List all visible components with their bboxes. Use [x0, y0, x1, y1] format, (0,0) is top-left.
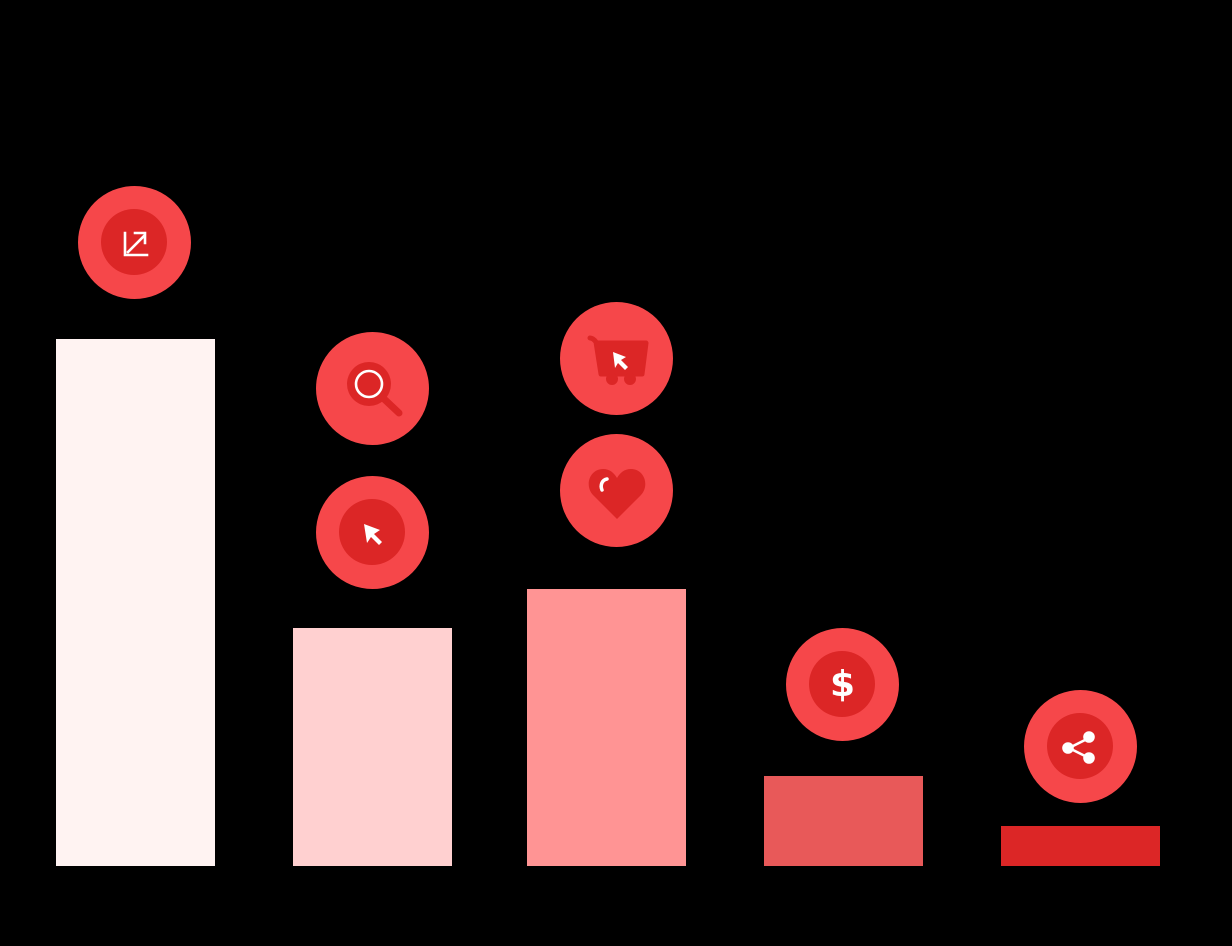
bar-4	[764, 776, 923, 866]
click-badge	[316, 476, 429, 589]
favorite-badge	[560, 434, 673, 547]
cart-click-icon	[587, 335, 649, 385]
share-badge	[1024, 690, 1137, 803]
cursor-click-icon	[364, 524, 382, 545]
trend-badge	[78, 186, 191, 299]
search-badge	[316, 332, 429, 445]
bar-3	[527, 589, 686, 866]
bar-5	[1001, 826, 1160, 866]
purchase-badge: $	[786, 628, 899, 741]
trend-arrow-icon	[123, 231, 149, 257]
search-icon	[347, 362, 403, 417]
dollar-icon: $	[829, 664, 856, 705]
share-icon	[1062, 731, 1095, 764]
bar-1	[56, 339, 215, 866]
cart-badge	[560, 302, 673, 415]
heart-icon	[588, 469, 646, 519]
bar-2	[293, 628, 452, 866]
